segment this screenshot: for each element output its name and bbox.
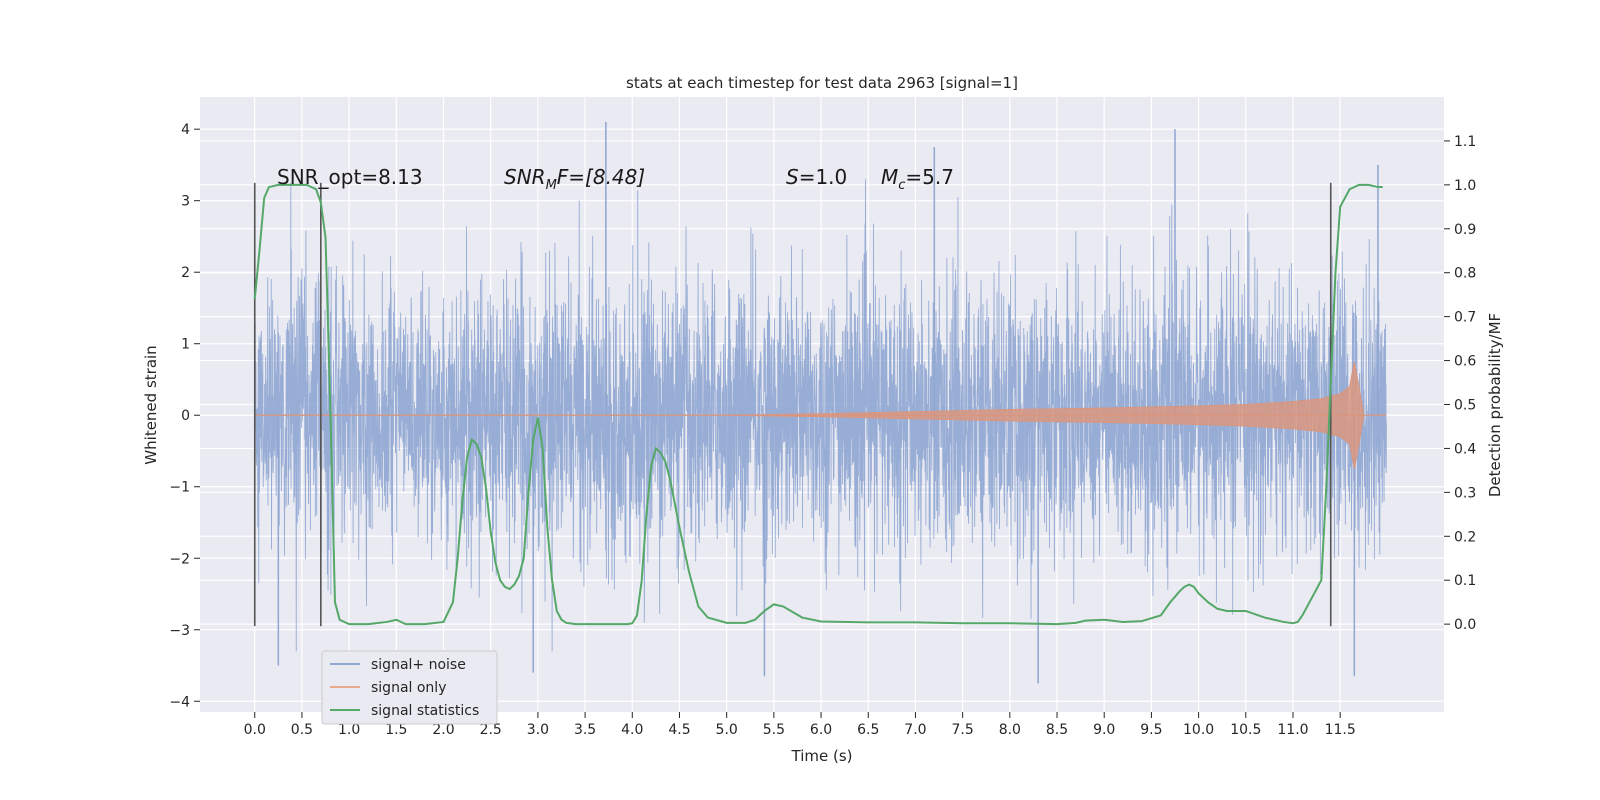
y-left-tick-label: 3 <box>181 194 190 210</box>
x-tick-label: 9.0 <box>1093 722 1115 738</box>
y-axis-right-ticks: 1.1 1.0 0.9 0.8 0.7 0.6 0.5 0.4 0.3 0.2 0.1 0.0 <box>1444 134 1476 633</box>
x-tick-label: 4.0 <box>621 722 643 738</box>
legend-box <box>321 650 498 725</box>
y-left-tick-label: −1 <box>169 480 190 496</box>
y-right-tick-label: 0.8 <box>1454 266 1476 282</box>
x-tick-label: 2.0 <box>432 722 454 738</box>
y-left-tick-label: −4 <box>169 694 190 710</box>
x-tick-label: 2.5 <box>480 722 502 738</box>
y-right-tick-label: 1.1 <box>1454 134 1476 150</box>
y-right-tick-label: 0.2 <box>1454 529 1476 545</box>
y-right-tick-label: 1.0 <box>1454 178 1476 194</box>
y-left-tick-label: 0 <box>181 408 190 424</box>
x-axis-ticks: 0.0 0.5 1.0 1.5 2.0 2.5 3.0 3.5 4.0 4.5 5.0 5.5 6.0 6… <box>244 712 1356 738</box>
annotation-s: S=1.0 <box>786 165 847 189</box>
y-right-tick-label: 0.3 <box>1454 485 1476 501</box>
legend-label-signal-only: signal only <box>371 680 446 696</box>
y-right-tick-label: 0.0 <box>1454 617 1476 633</box>
x-tick-label: 10.5 <box>1230 722 1261 738</box>
x-tick-label: 8.5 <box>1046 722 1068 738</box>
y-right-tick-label: 0.4 <box>1454 441 1476 457</box>
y-left-tick-label: 4 <box>181 122 190 138</box>
x-tick-label: 6.0 <box>810 722 832 738</box>
y-axis-left-ticks: 4 3 2 1 0 −1 −2 −3 −4 <box>169 122 200 710</box>
x-tick-label: 0.5 <box>291 722 313 738</box>
x-tick-label: 1.5 <box>385 722 407 738</box>
series-signal-only <box>254 361 1387 469</box>
y-right-tick-label: 0.9 <box>1454 222 1476 238</box>
legend: signal+ noise signal only signal statist… <box>321 650 498 725</box>
legend-label-signal-plus-noise: signal+ noise <box>371 657 466 673</box>
x-tick-label: 10.0 <box>1183 722 1214 738</box>
legend-label-signal-statistics: signal statistics <box>371 703 479 719</box>
annotation-snr-mf: SNRMF=[8.48] <box>504 165 645 193</box>
y-right-tick-label: 0.5 <box>1454 398 1476 414</box>
x-tick-label: 7.0 <box>904 722 926 738</box>
x-tick-label: 8.0 <box>999 722 1021 738</box>
y-left-tick-label: −2 <box>169 551 190 567</box>
y-left-tick-label: 2 <box>181 265 190 281</box>
x-tick-label: 7.5 <box>952 722 974 738</box>
x-tick-label: 3.0 <box>527 722 549 738</box>
x-tick-label: 4.5 <box>668 722 690 738</box>
x-tick-label: 6.5 <box>857 722 879 738</box>
x-axis-label: Time (s) <box>791 747 853 765</box>
noise-trace <box>254 179 1387 652</box>
x-tick-label: 0.0 <box>244 722 266 738</box>
x-tick-label: 5.0 <box>716 722 738 738</box>
y-right-tick-label: 0.7 <box>1454 310 1476 326</box>
chart-title: stats at each timestep for test data 296… <box>626 74 1018 92</box>
annotation-mc: Mc=5.7 <box>881 165 954 193</box>
y-left-tick-label: 1 <box>181 337 190 353</box>
x-tick-label: 11.5 <box>1325 722 1356 738</box>
x-tick-label: 3.5 <box>574 722 596 738</box>
y-axis-right-label: Detection probability/MF <box>1486 313 1504 497</box>
series-signal-statistics <box>253 183 1383 626</box>
y-left-tick-label: −3 <box>169 623 190 639</box>
y-right-tick-label: 0.6 <box>1454 354 1476 370</box>
y-right-tick-label: 0.1 <box>1454 573 1476 589</box>
x-tick-label: 5.5 <box>763 722 785 738</box>
x-tick-label: 11.0 <box>1277 722 1308 738</box>
annotation-snr-opt: SNR_opt=8.13 <box>277 165 423 189</box>
x-tick-label: 1.0 <box>338 722 360 738</box>
x-tick-label: 9.5 <box>1140 722 1162 738</box>
y-axis-left-label: Whitened strain <box>142 345 160 464</box>
